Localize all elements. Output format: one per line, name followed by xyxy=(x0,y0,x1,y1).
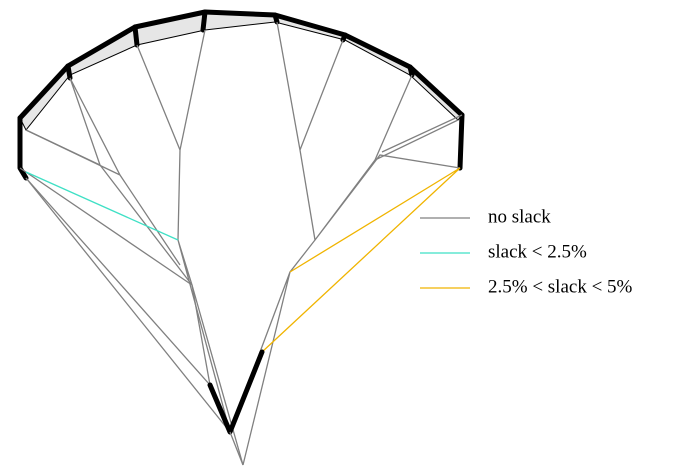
slack-line xyxy=(262,168,460,352)
legend-label: slack < 2.5% xyxy=(488,241,587,262)
legend: no slack slack < 2.5% 2.5% < slack < 5% xyxy=(420,206,633,297)
legend-label: 2.5% < slack < 5% xyxy=(488,276,633,297)
tow-line xyxy=(230,432,243,465)
tip-right xyxy=(460,115,462,168)
kite-diagram: no slack slack < 2.5% 2.5% < slack < 5% xyxy=(0,0,694,470)
legend-label: no slack xyxy=(488,206,551,227)
